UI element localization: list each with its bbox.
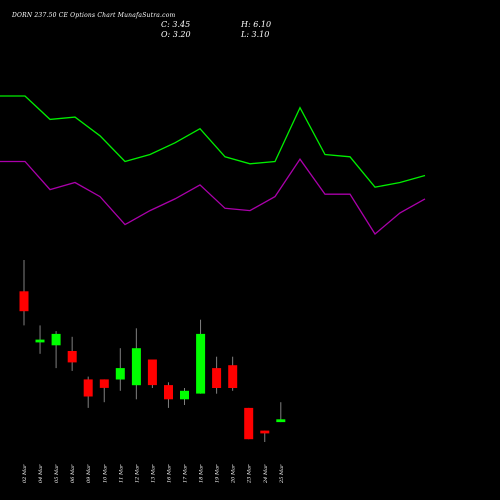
indicator-line-1 [0,95,426,188]
candle-body [147,359,157,386]
x-tick-label: 05 Mar [54,464,60,483]
indicator-lines [0,95,426,235]
candle-body [276,419,286,423]
candle-body [228,365,238,388]
x-tick-label: 20 Mar [231,464,237,484]
candle-body [115,368,125,380]
x-tick-label: 04 Mar [38,464,44,483]
x-tick-label: 18 Mar [199,464,205,483]
candle-body [35,339,45,343]
high-value: H: 6.10 [241,20,272,29]
x-tick-label: 12 Mar [134,464,140,483]
candle-body [196,333,206,394]
x-tick-label: 16 Mar [166,464,172,483]
x-tick-label: 11 Mar [118,464,124,483]
x-tick-label: 06 Mar [70,464,76,483]
chart-title: DORN 237.50 CE Options Chart MunafaSutra… [12,12,176,19]
x-tick-label: 25 Mar [279,464,285,484]
candle-body [83,379,93,397]
candle-body [164,385,173,400]
indicator-line-2 [0,158,426,235]
x-tick-label: 23 Mar [247,464,253,484]
candle-body [51,333,61,346]
candle-body [131,348,141,386]
low-value: L: 3.10 [241,30,270,39]
candle-body [180,390,189,400]
x-tick-label: 13 Mar [150,464,156,483]
candle-body [244,407,254,440]
candle-body [99,379,109,388]
x-tick-label: 17 Mar [183,464,189,483]
x-tick-label: 09 Mar [86,464,92,483]
x-tick-label: 19 Mar [215,464,221,483]
close-value: C: 3.45 [161,20,191,29]
open-value: O: 3.20 [161,30,191,39]
candle-body [212,368,222,388]
x-tick-label: 02 Mar [22,464,28,483]
candle-body [19,291,29,312]
x-tick-label: 24 Mar [263,464,269,484]
candle-body [67,351,77,363]
x-axis-labels: 02 Mar 04 Mar 05 Mar 06 Mar 09 Mar 10 Mar 11 M… [22,464,285,484]
candles [19,260,286,442]
x-tick-label: 10 Mar [102,464,108,483]
candle-body [260,430,270,434]
